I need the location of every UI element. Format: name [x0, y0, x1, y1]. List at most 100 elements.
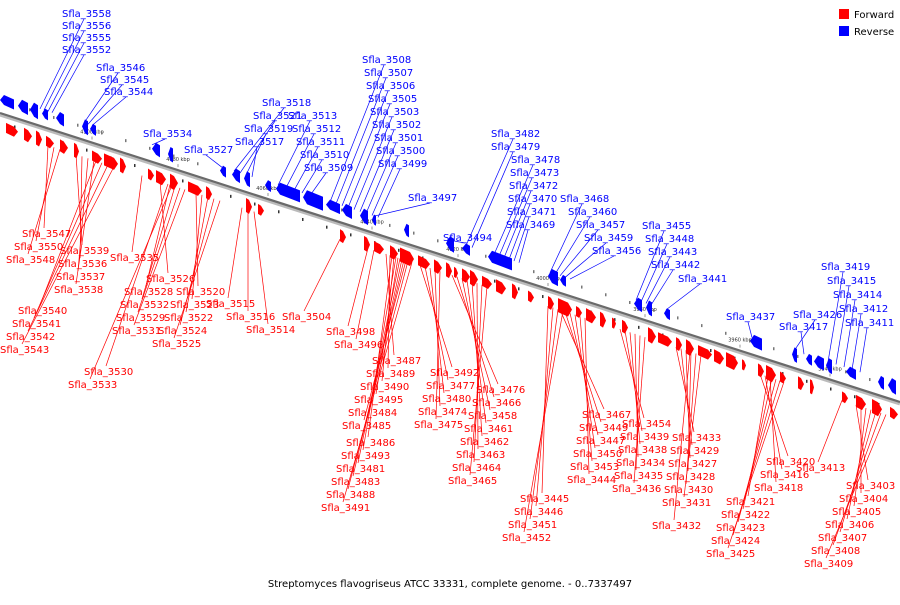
forward-gene-label[interactable]: Sfla_3487	[372, 356, 421, 367]
reverse-gene-label[interactable]: Sfla_3459	[584, 233, 633, 244]
reverse-gene-arrow[interactable]	[220, 165, 226, 178]
reverse-gene-arrow[interactable]	[488, 250, 512, 271]
reverse-gene-arrow[interactable]	[90, 123, 96, 136]
forward-gene-label[interactable]: Sfla_3438	[618, 445, 667, 456]
forward-gene-label[interactable]: Sfla_3550	[14, 242, 63, 253]
forward-gene-label[interactable]: Sfla_3420	[766, 457, 815, 468]
reverse-gene-arrow[interactable]	[646, 300, 652, 317]
forward-gene-label[interactable]: Sfla_3450	[573, 449, 622, 460]
forward-gene-arrow[interactable]	[586, 308, 596, 324]
forward-gene-label[interactable]: Sfla_3541	[12, 319, 61, 330]
reverse-gene-label[interactable]: Sfla_3442	[651, 260, 700, 271]
reverse-gene-label[interactable]: Sfla_3460	[568, 207, 617, 218]
reverse-gene-label[interactable]: Sfla_3478	[511, 155, 560, 166]
forward-gene-label[interactable]: Sfla_3491	[321, 503, 370, 514]
reverse-gene-arrow[interactable]	[18, 99, 28, 115]
reverse-gene-label[interactable]: Sfla_3472	[509, 181, 558, 192]
forward-gene-label[interactable]: Sfla_3445	[520, 494, 569, 505]
forward-gene-arrow[interactable]	[104, 153, 118, 170]
forward-gene-arrow[interactable]	[512, 283, 518, 300]
forward-gene-arrow[interactable]	[612, 317, 616, 329]
forward-gene-arrow[interactable]	[374, 241, 384, 255]
forward-gene-label[interactable]: Sfla_3498	[326, 327, 375, 338]
forward-gene-arrow[interactable]	[698, 345, 712, 360]
reverse-gene-arrow[interactable]	[634, 297, 642, 313]
forward-gene-label[interactable]: Sfla_3481	[336, 464, 385, 475]
forward-gene-label[interactable]: Sfla_3447	[576, 436, 625, 447]
reverse-gene-label[interactable]: Sfla_3419	[821, 262, 870, 273]
forward-gene-label[interactable]: Sfla_3535	[110, 253, 159, 264]
reverse-gene-arrow[interactable]	[814, 355, 824, 371]
forward-gene-arrow[interactable]	[120, 157, 126, 174]
forward-gene-label[interactable]: Sfla_3524	[158, 326, 207, 337]
reverse-gene-label[interactable]: Sfla_3497	[408, 193, 457, 204]
forward-gene-arrow[interactable]	[842, 391, 848, 404]
reverse-gene-arrow[interactable]	[888, 378, 896, 395]
reverse-gene-arrow[interactable]	[265, 180, 271, 193]
reverse-gene-label[interactable]: Sfla_3546	[96, 63, 145, 74]
reverse-gene-label[interactable]: Sfla_3470	[508, 194, 557, 205]
forward-gene-label[interactable]: Sfla_3516	[226, 312, 275, 323]
forward-gene-label[interactable]: Sfla_3536	[58, 259, 107, 270]
forward-gene-label[interactable]: Sfla_3464	[452, 463, 501, 474]
reverse-gene-arrow[interactable]	[750, 334, 762, 351]
forward-gene-label[interactable]: Sfla_3444	[567, 475, 616, 486]
forward-gene-arrow[interactable]	[714, 349, 724, 365]
forward-gene-arrow[interactable]	[890, 406, 898, 420]
reverse-gene-arrow[interactable]	[82, 119, 88, 136]
forward-gene-label[interactable]: Sfla_3496	[334, 340, 383, 351]
forward-gene-arrow[interactable]	[462, 268, 470, 283]
reverse-gene-label[interactable]: Sfla_3411	[845, 318, 894, 329]
reverse-gene-arrow[interactable]	[0, 95, 14, 110]
reverse-gene-label[interactable]: Sfla_3473	[510, 168, 559, 179]
reverse-gene-label[interactable]: Sfla_3505	[368, 94, 417, 105]
reverse-gene-label[interactable]: Sfla_3555	[62, 33, 111, 44]
forward-gene-arrow[interactable]	[686, 339, 694, 356]
forward-gene-label[interactable]: Sfla_3416	[760, 470, 809, 481]
forward-gene-label[interactable]: Sfla_3504	[282, 312, 331, 323]
forward-gene-label[interactable]: Sfla_3483	[331, 477, 380, 488]
forward-gene-label[interactable]: Sfla_3431	[662, 498, 711, 509]
forward-gene-arrow[interactable]	[780, 371, 786, 384]
forward-gene-arrow[interactable]	[454, 266, 458, 279]
reverse-gene-arrow[interactable]	[404, 223, 409, 238]
reverse-gene-label[interactable]: Sfla_3412	[839, 304, 888, 315]
reverse-gene-label[interactable]: Sfla_3552	[62, 45, 111, 56]
reverse-gene-label[interactable]: Sfla_3415	[827, 276, 876, 287]
forward-gene-label[interactable]: Sfla_3453	[570, 462, 619, 473]
reverse-gene-arrow[interactable]	[303, 190, 323, 211]
forward-gene-label[interactable]: Sfla_3407	[818, 533, 867, 544]
reverse-gene-label[interactable]: Sfla_3558	[62, 9, 111, 20]
forward-gene-label[interactable]: Sfla_3525	[152, 339, 201, 350]
forward-gene-label[interactable]: Sfla_3474	[418, 407, 467, 418]
forward-gene-arrow[interactable]	[92, 150, 102, 164]
forward-gene-label[interactable]: Sfla_3489	[366, 369, 415, 380]
forward-gene-arrow[interactable]	[856, 394, 866, 411]
forward-gene-label[interactable]: Sfla_3540	[18, 306, 67, 317]
forward-gene-label[interactable]: Sfla_3451	[508, 520, 557, 531]
forward-gene-label[interactable]: Sfla_3409	[804, 559, 853, 570]
reverse-gene-label[interactable]: Sfla_3510	[300, 150, 349, 161]
reverse-gene-label[interactable]: Sfla_3511	[296, 137, 345, 148]
forward-gene-arrow[interactable]	[482, 275, 492, 289]
reverse-gene-label[interactable]: Sfla_3556	[62, 21, 111, 32]
forward-gene-arrow[interactable]	[676, 337, 682, 351]
forward-gene-label[interactable]: Sfla_3463	[456, 450, 505, 461]
forward-gene-label[interactable]: Sfla_3515	[206, 299, 255, 310]
reverse-gene-label[interactable]: Sfla_3457	[576, 220, 625, 231]
forward-gene-label[interactable]: Sfla_3526	[146, 274, 195, 285]
forward-gene-arrow[interactable]	[188, 181, 202, 196]
forward-gene-label[interactable]: Sfla_3522	[164, 313, 213, 324]
forward-gene-label[interactable]: Sfla_3434	[616, 458, 665, 469]
forward-gene-arrow[interactable]	[742, 359, 746, 371]
forward-gene-label[interactable]: Sfla_3488	[326, 490, 375, 501]
forward-gene-label[interactable]: Sfla_3462	[460, 437, 509, 448]
forward-gene-label[interactable]: Sfla_3408	[811, 546, 860, 557]
forward-gene-label[interactable]: Sfla_3477	[426, 381, 475, 392]
forward-gene-arrow[interactable]	[758, 363, 764, 378]
reverse-gene-arrow[interactable]	[42, 108, 48, 121]
reverse-gene-label[interactable]: Sfla_3545	[100, 75, 149, 86]
reverse-gene-label[interactable]: Sfla_3527	[184, 145, 233, 156]
forward-gene-arrow[interactable]	[148, 168, 154, 181]
forward-gene-label[interactable]: Sfla_3405	[832, 507, 881, 518]
